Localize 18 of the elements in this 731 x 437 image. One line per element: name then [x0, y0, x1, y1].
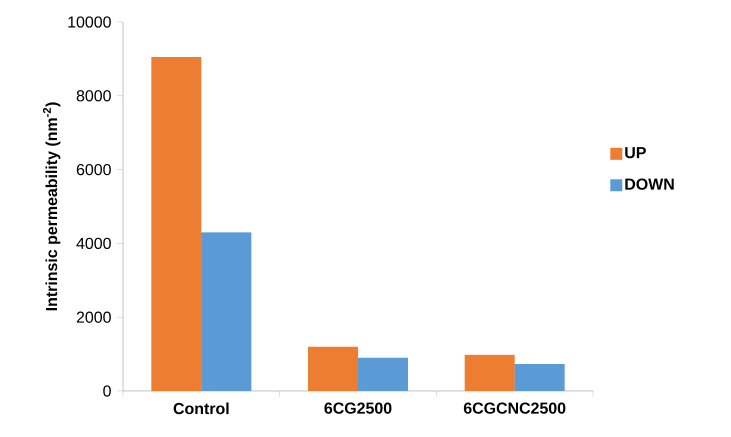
bar: [358, 358, 408, 391]
legend-label: DOWN: [625, 178, 674, 190]
legend-label: UP: [625, 147, 646, 158]
bar: [201, 232, 252, 391]
bar: [464, 354, 515, 391]
y-tick-label: 4000: [76, 238, 111, 250]
bar: [514, 364, 565, 391]
y-tick-label: 2000: [76, 312, 111, 323]
x-tick-label: 6CGCNC2500: [464, 402, 566, 414]
bar: [308, 346, 358, 391]
y-tick-label: 0: [103, 385, 111, 397]
y-tick-label: 10000: [68, 16, 111, 28]
y-axis-title: Intrinsic permeability (nm$^{-2}$): [42, 102, 60, 310]
y-tick-label: 8000: [76, 90, 111, 102]
x-tick-label: 6CG2500: [324, 402, 392, 414]
y-tick-label: 6000: [76, 164, 111, 176]
x-tick-label: Control: [174, 402, 229, 414]
bar: [151, 57, 202, 391]
